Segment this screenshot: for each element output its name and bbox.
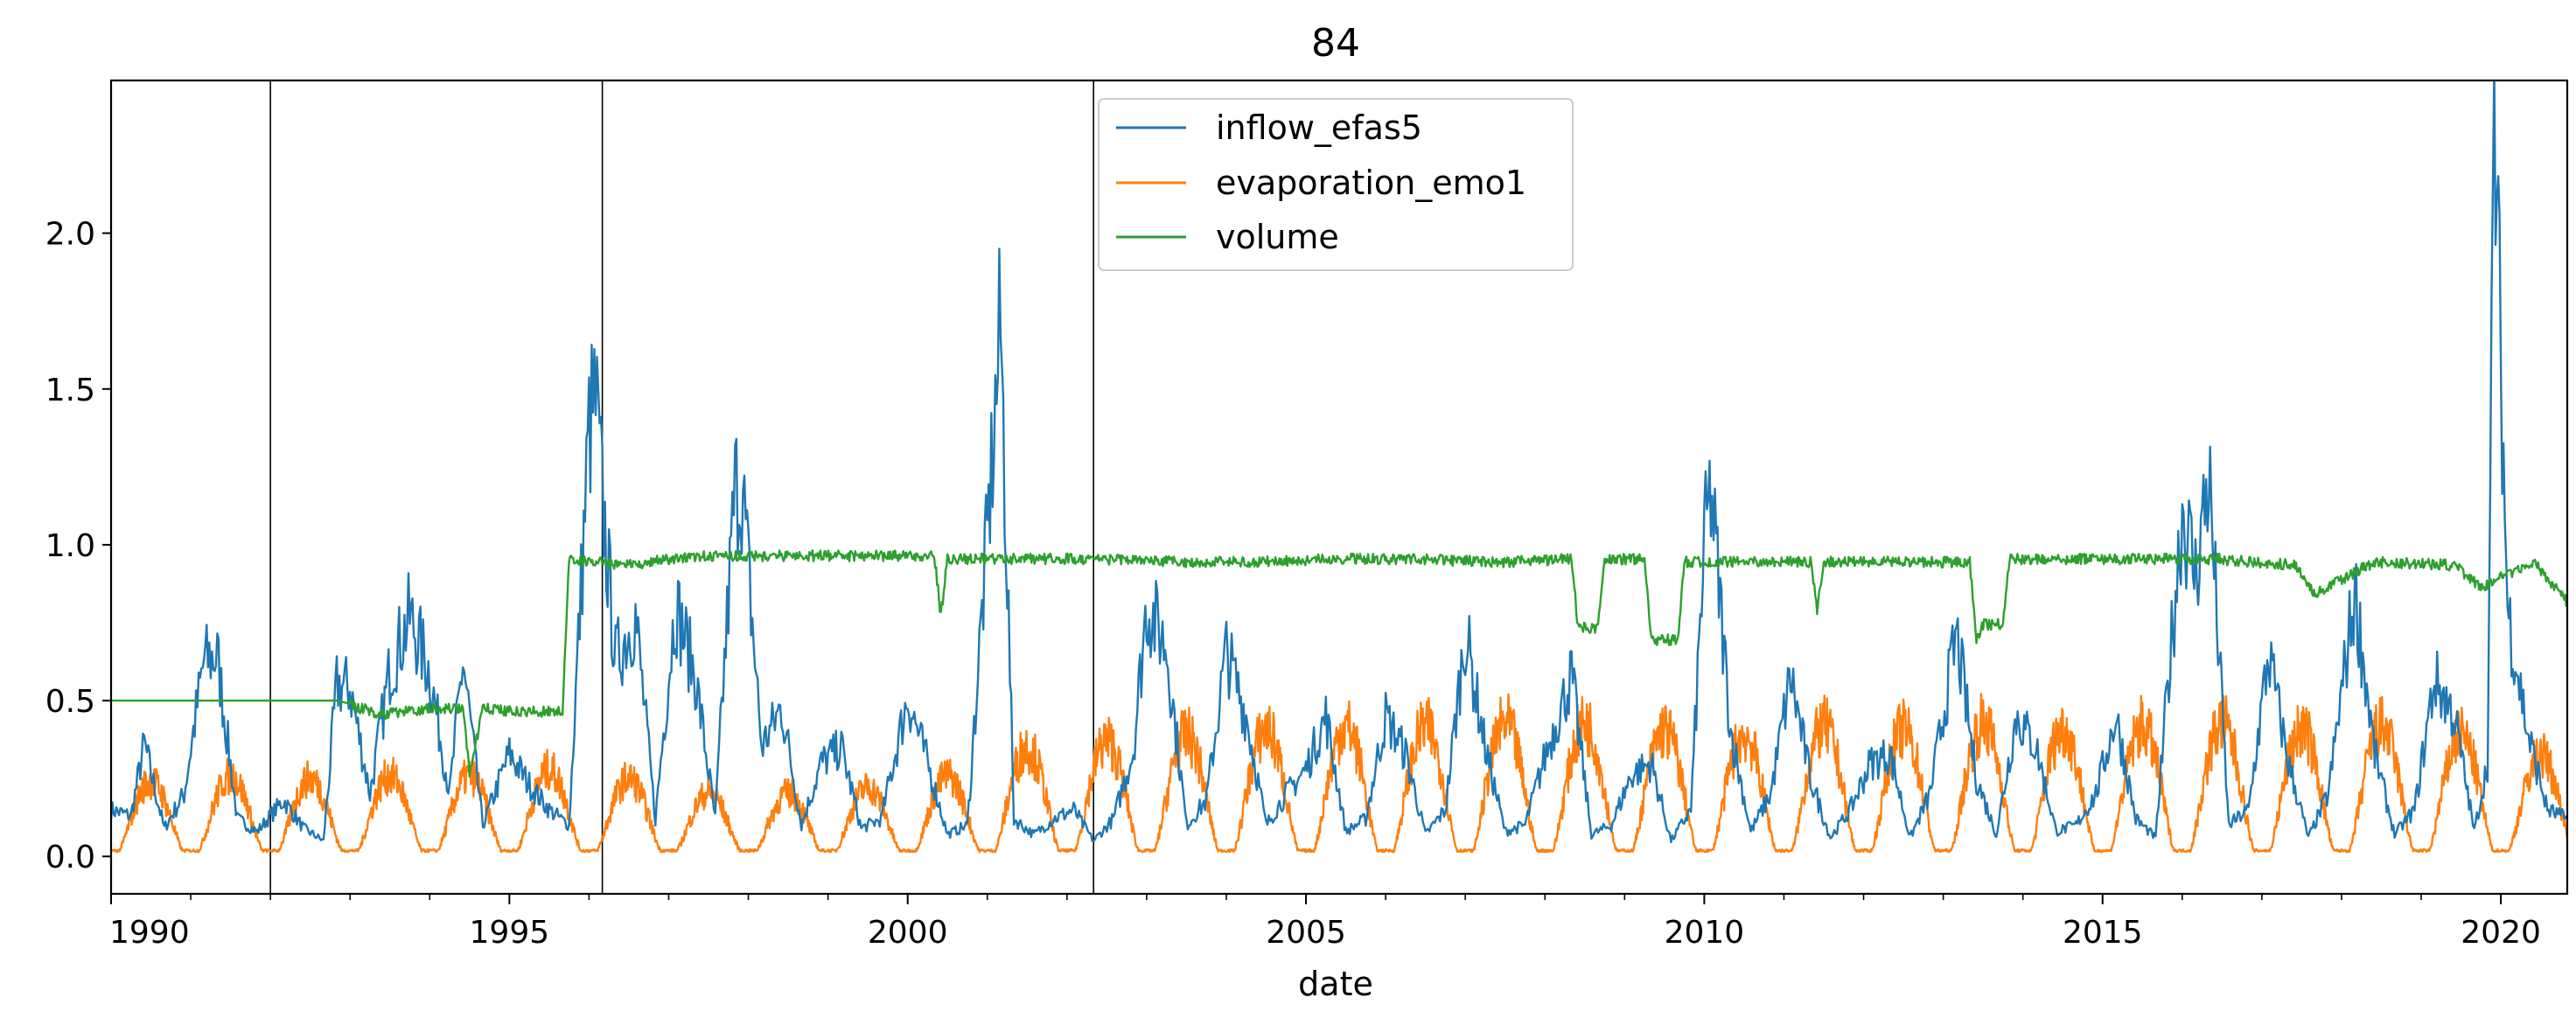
y-tick-label: 1.5 bbox=[45, 373, 95, 408]
axes: 0.0 0.5 1.0 1.5 2.0 1990 1995 2000 2005 2010 2015 2… bbox=[45, 217, 2541, 951]
y-tick-label: 0.0 bbox=[45, 840, 95, 875]
x-tick-label: 2015 bbox=[2063, 915, 2143, 951]
series-line-inflow bbox=[111, 80, 2567, 844]
legend-label-evaporation: evaporation_emo1 bbox=[1216, 164, 1526, 202]
legend-label-volume: volume bbox=[1216, 218, 1339, 256]
legend-label-inflow: inflow_efas5 bbox=[1216, 108, 1422, 147]
chart-title: 84 bbox=[1311, 21, 1360, 66]
axes-frame bbox=[109, 79, 2569, 896]
x-axis-label: date bbox=[1298, 965, 1373, 1003]
plot-area bbox=[111, 80, 2567, 894]
series-line-volume bbox=[111, 549, 2567, 778]
y-tick-label: 0.5 bbox=[45, 684, 95, 720]
x-tick-label: 1995 bbox=[470, 915, 550, 951]
x-tick-label: 2005 bbox=[1266, 915, 1346, 951]
x-tick-label: 2020 bbox=[2461, 915, 2541, 951]
y-tick-label: 2.0 bbox=[45, 217, 95, 253]
x-tick-label: 1990 bbox=[109, 915, 190, 951]
legend-box bbox=[1098, 98, 1574, 271]
y-tick-label: 1.0 bbox=[45, 528, 95, 564]
series-line-evaporation bbox=[111, 693, 2567, 854]
x-tick-label: 2000 bbox=[868, 915, 948, 951]
x-tick-label: 2010 bbox=[1665, 915, 1745, 951]
legend: inflow_efas5 evaporation_emo1 volume bbox=[1098, 98, 1574, 271]
